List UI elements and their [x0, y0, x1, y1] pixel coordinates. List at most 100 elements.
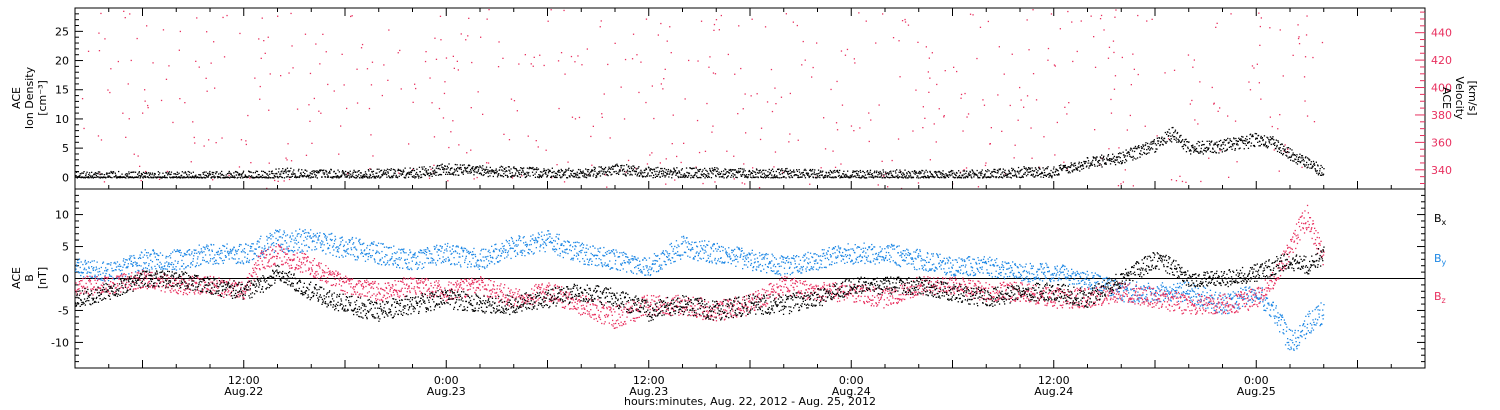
data-point: [199, 177, 201, 179]
data-point: [707, 172, 709, 174]
data-point: [944, 175, 946, 177]
data-point: [376, 250, 378, 252]
data-point: [361, 243, 363, 246]
data-point: [257, 174, 259, 176]
data-point: [786, 167, 788, 170]
data-point: [367, 169, 370, 171]
data-point: [276, 230, 278, 233]
data-point: [204, 177, 207, 179]
data-point: [1017, 166, 1020, 169]
data-point: [523, 174, 525, 176]
data-point: [505, 167, 507, 169]
data-point: [1067, 166, 1069, 168]
data-point: [108, 273, 111, 276]
data-point: [1140, 150, 1142, 152]
data-point: [164, 176, 167, 179]
data-point: [1311, 167, 1313, 169]
data-point: [1011, 170, 1013, 172]
data-point: [598, 264, 600, 266]
data-point: [323, 169, 325, 171]
data-point: [353, 176, 355, 178]
data-point: [471, 254, 473, 256]
data-point: [447, 260, 450, 262]
data-point: [270, 238, 272, 240]
data-point: [91, 277, 94, 279]
data-point: [716, 170, 718, 172]
data-point: [576, 252, 578, 254]
data-point: [710, 170, 712, 173]
data-point: [261, 170, 263, 172]
data-point: [1261, 137, 1263, 140]
data-point: [1067, 172, 1069, 174]
data-point: [1030, 127, 1032, 129]
data-point: [312, 170, 314, 172]
data-point: [513, 175, 516, 177]
data-point: [307, 235, 309, 237]
data-point: [790, 171, 793, 173]
data-point: [1096, 156, 1098, 158]
data-point: [779, 177, 781, 179]
data-point: [437, 254, 440, 256]
data-point: [167, 174, 169, 176]
data-point: [578, 176, 580, 178]
data-point: [375, 172, 377, 174]
data-point: [420, 249, 422, 252]
data-point: [147, 107, 149, 109]
data-point: [889, 176, 891, 179]
data-point: [322, 172, 324, 174]
data-point: [327, 175, 329, 177]
data-point: [206, 260, 208, 263]
data-point: [765, 169, 767, 172]
data-point: [422, 168, 424, 170]
data-point: [683, 173, 686, 175]
data-point: [456, 60, 458, 62]
data-point: [615, 164, 617, 166]
data-point: [903, 173, 905, 175]
data-point: [648, 167, 650, 169]
data-point: [559, 171, 561, 173]
data-point: [291, 45, 293, 47]
data-point: [90, 276, 92, 279]
data-point: [429, 253, 431, 255]
data-point: [184, 254, 186, 256]
data-point: [539, 250, 541, 252]
data-point: [360, 249, 362, 251]
data-point: [165, 172, 167, 174]
data-point: [204, 254, 207, 256]
data-point: [426, 247, 429, 249]
data-point: [1252, 135, 1254, 138]
data-point: [1315, 170, 1317, 173]
data-point: [983, 104, 986, 106]
data-point: [384, 264, 386, 266]
data-point: [895, 175, 897, 177]
data-point: [503, 245, 505, 247]
data-point: [83, 127, 85, 130]
data-point: [1118, 156, 1120, 158]
data-point: [427, 248, 429, 250]
data-point: [1042, 167, 1044, 169]
data-point: [1070, 165, 1072, 167]
data-point: [80, 261, 82, 263]
data-point: [178, 177, 181, 179]
data-point: [617, 172, 619, 174]
data-point: [1074, 169, 1076, 171]
data-point: [456, 252, 459, 254]
data-point: [383, 169, 386, 171]
data-point: [580, 172, 582, 175]
data-point: [680, 174, 682, 176]
data-point: [1320, 164, 1322, 167]
data-point: [1243, 148, 1245, 150]
data-point: [129, 176, 131, 179]
data-point: [456, 245, 458, 247]
data-point: [299, 236, 302, 238]
data-point: [929, 159, 931, 161]
data-point: [328, 172, 330, 174]
data-point: [1151, 18, 1153, 20]
data-point: [1158, 140, 1160, 142]
data-point: [460, 33, 462, 35]
data-point: [1269, 27, 1271, 29]
data-point: [974, 172, 976, 174]
data-point: [982, 176, 985, 179]
data-point: [429, 166, 431, 168]
